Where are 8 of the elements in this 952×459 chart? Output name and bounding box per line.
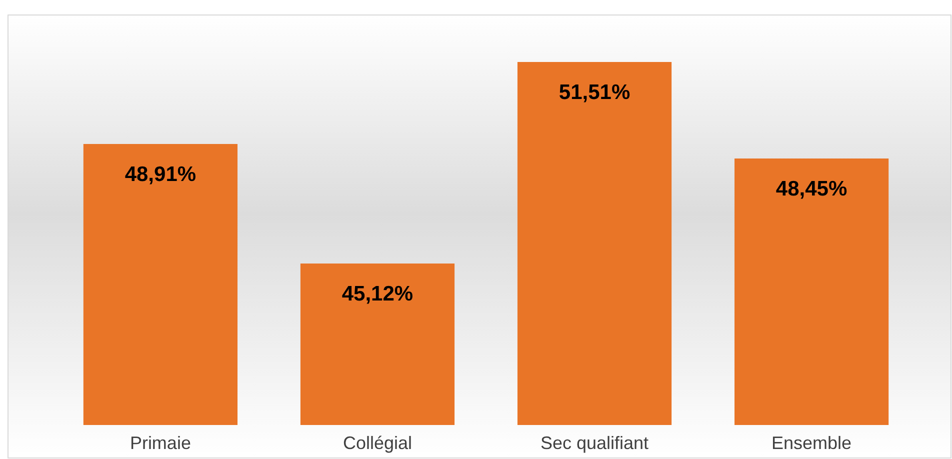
data-label: 51,51%: [558, 80, 630, 104]
x-tick-label: Sec qualifiant: [540, 433, 649, 453]
x-tick-label: Collégial: [342, 433, 412, 453]
data-label: 45,12%: [342, 282, 414, 306]
data-label: 48,45%: [776, 178, 848, 200]
x-tick-label: Primaie: [130, 433, 191, 453]
data-label: 48,91%: [124, 162, 196, 186]
x-tick-label: Ensemble: [772, 433, 852, 453]
